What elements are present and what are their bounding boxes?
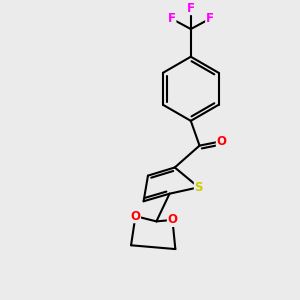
- Text: O: O: [216, 135, 226, 148]
- Text: O: O: [167, 213, 177, 226]
- Text: S: S: [194, 181, 203, 194]
- Text: F: F: [206, 12, 214, 26]
- Text: F: F: [168, 12, 176, 26]
- Text: O: O: [130, 210, 140, 223]
- Text: F: F: [187, 2, 195, 15]
